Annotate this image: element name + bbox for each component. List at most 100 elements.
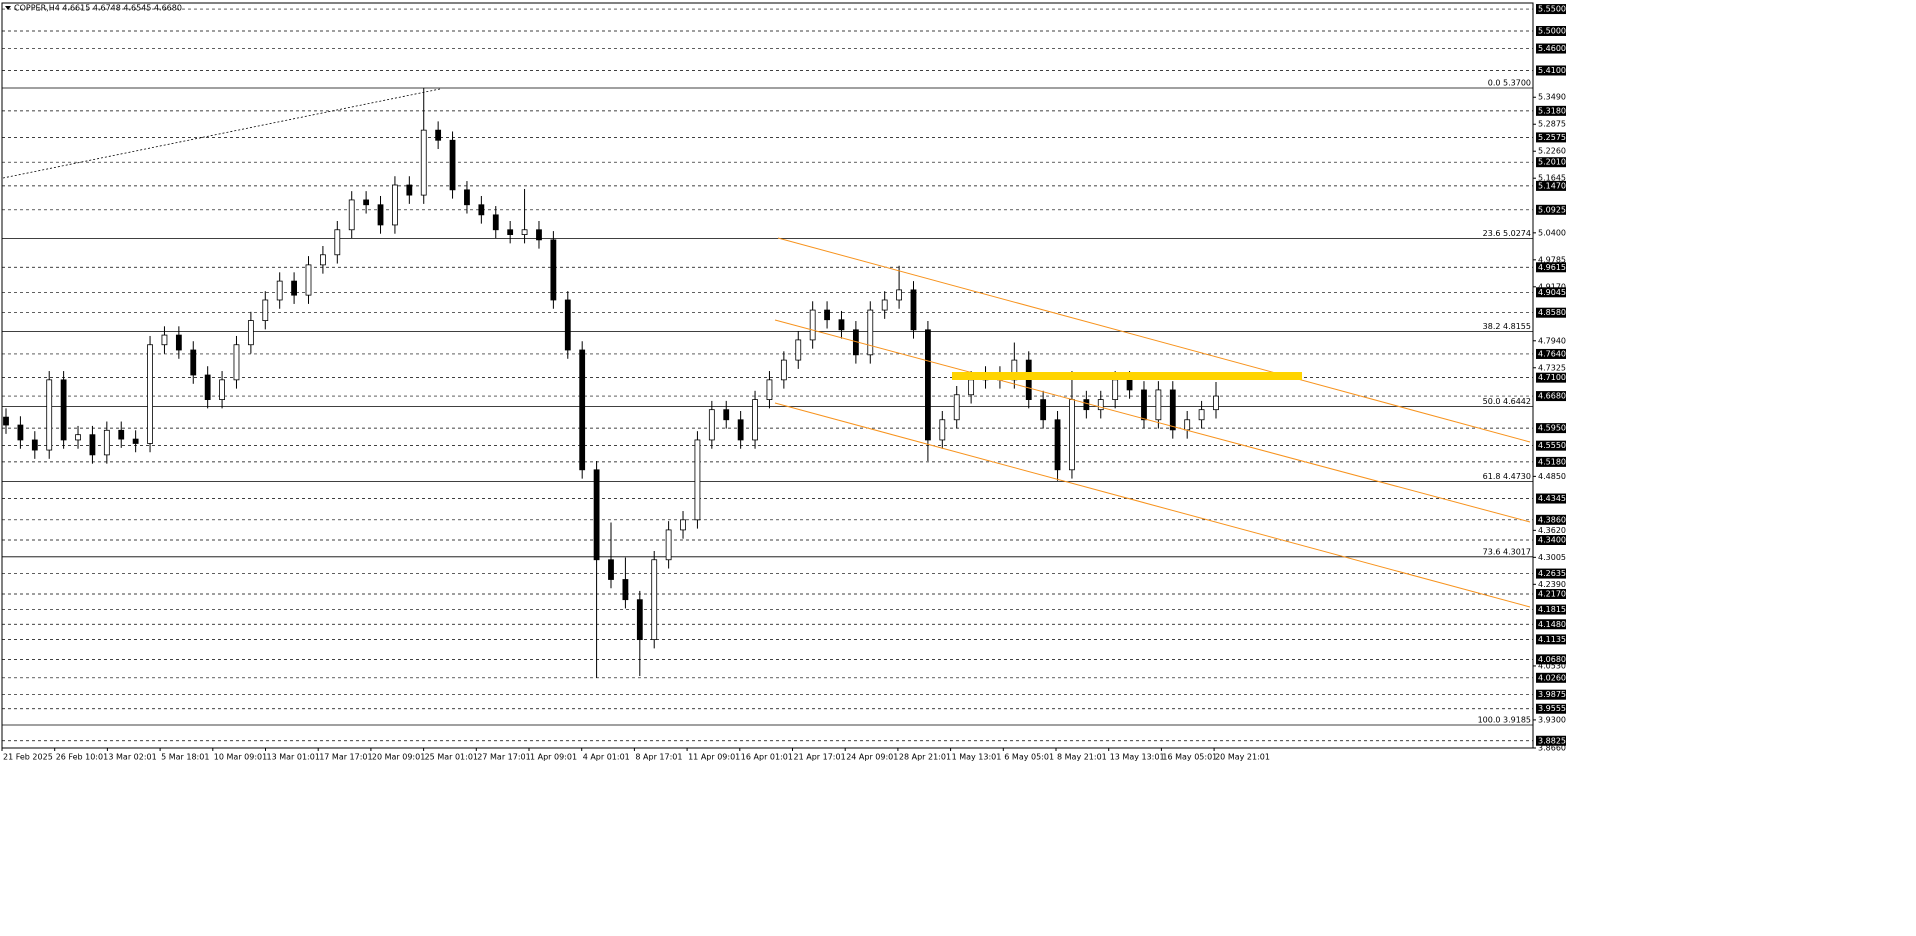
candle-body — [1097, 399, 1104, 411]
candle-body — [939, 419, 946, 441]
level-label-box — [1536, 262, 1566, 273]
candle-body — [1069, 399, 1075, 471]
candle-body — [219, 379, 225, 400]
candle-body — [1083, 399, 1090, 411]
y-tick-label: 5.2260 — [1538, 147, 1566, 156]
y-tick-label: 4.2390 — [1538, 580, 1566, 589]
fib-label: 73.6 4.3017 — [1483, 547, 1531, 556]
candle-body — [723, 409, 730, 421]
level-label-box — [1536, 287, 1566, 298]
level-label-box — [1536, 456, 1566, 467]
level-label: 4.1135 — [1538, 635, 1566, 644]
x-tick-label: 13 May 13:01 — [1110, 753, 1165, 762]
candle-body — [233, 344, 240, 381]
candle-body — [420, 129, 427, 196]
level-label: 4.4345 — [1538, 494, 1566, 503]
x-tick-label: 3 Mar 02:01 — [108, 753, 156, 762]
candle-body — [579, 349, 586, 471]
plot-frame — [1, 2, 1534, 749]
x-tick-label: 21 Apr 17:01 — [794, 753, 846, 762]
x-tick-label: 1 Apr 09:01 — [530, 753, 577, 762]
candle-body — [1155, 389, 1162, 421]
x-tick-label: 28 Apr 21:01 — [899, 753, 951, 762]
y-tick-label: 5.2875 — [1538, 120, 1566, 129]
candle-body — [680, 519, 686, 531]
candle-body — [334, 229, 341, 256]
candle-body — [377, 204, 384, 226]
candle-body — [795, 339, 802, 361]
level-label-box — [1536, 735, 1566, 746]
x-tick-label: 11 Apr 09:01 — [688, 753, 740, 762]
x-tick-label: 20 Mar 09:01 — [372, 753, 425, 762]
level-label-box — [1536, 372, 1566, 383]
x-tick-label: 16 May 05:01 — [1162, 753, 1217, 762]
x-tick-label: 8 Apr 17:01 — [635, 753, 682, 762]
y-tick-label: 5.1645 — [1538, 174, 1566, 183]
candle-body — [737, 419, 744, 441]
candle-body — [564, 299, 571, 351]
candle-body — [507, 229, 514, 235]
level-label-box — [1536, 348, 1566, 359]
resistance-zone — [952, 372, 1302, 380]
level-label: 4.6680 — [1538, 392, 1566, 401]
candle-body — [60, 379, 67, 441]
candle-body — [204, 374, 211, 400]
level-label: 4.5180 — [1538, 457, 1566, 466]
candle-body — [550, 239, 557, 301]
level-label: 5.0925 — [1538, 205, 1566, 214]
candle-body — [3, 416, 9, 426]
candle-body — [435, 129, 442, 141]
level-label: 4.0680 — [1538, 655, 1566, 664]
candle-body — [161, 334, 168, 346]
level-label: 5.2010 — [1538, 158, 1566, 167]
candle-body — [406, 184, 413, 196]
candle-body — [1198, 409, 1205, 421]
level-label: 5.2575 — [1538, 133, 1566, 142]
level-label: 4.1480 — [1538, 620, 1566, 629]
candle-body — [1112, 379, 1119, 400]
level-label: 4.9045 — [1538, 288, 1566, 297]
level-label-box — [1536, 157, 1566, 168]
candle-body — [262, 299, 269, 322]
level-label: 4.2635 — [1538, 569, 1566, 578]
level-label: 4.0260 — [1538, 673, 1566, 682]
channel-middle — [774, 319, 1531, 523]
candle-body — [867, 309, 874, 356]
candle-body — [593, 469, 600, 561]
menu-arrow — [5, 6, 11, 10]
level-label: 5.5500 — [1538, 5, 1566, 14]
x-tick-label: 13 Mar 01:01 — [267, 753, 320, 762]
level-label: 5.5000 — [1538, 26, 1566, 35]
level-label: 4.3860 — [1538, 515, 1566, 524]
level-label-box — [1536, 672, 1566, 683]
x-tick-label: 17 Mar 17:01 — [319, 753, 372, 762]
fib-label: 38.2 4.8155 — [1483, 322, 1531, 331]
level-label-box — [1536, 132, 1566, 143]
y-tick-label: 5.3490 — [1538, 93, 1566, 102]
fib-label: 50.0 4.6442 — [1483, 397, 1531, 406]
fib-label: 0.0 5.3700 — [1488, 79, 1531, 88]
candle-body — [118, 429, 125, 440]
level-label-box — [1536, 514, 1566, 525]
level-label-box — [1536, 307, 1566, 318]
candle-body — [651, 559, 658, 641]
level-label: 4.5950 — [1538, 424, 1566, 433]
candle-body — [1213, 395, 1219, 411]
level-label: 4.3400 — [1538, 536, 1566, 545]
level-label: 4.9615 — [1538, 263, 1566, 272]
candle-body — [1141, 389, 1147, 421]
candle-body — [968, 379, 975, 396]
candle-body — [320, 254, 326, 266]
level-label: 3.8825 — [1538, 736, 1566, 745]
fib-label: 100.0 3.9185 — [1478, 715, 1531, 724]
level-label: 4.7100 — [1538, 373, 1566, 382]
candle-body — [276, 280, 283, 301]
candle-body — [449, 139, 456, 191]
x-tick-label: 5 Mar 18:01 — [161, 753, 209, 762]
candle-body — [392, 184, 398, 226]
y-tick-label: 4.3620 — [1538, 526, 1566, 535]
x-tick-label: 20 May 21:01 — [1215, 753, 1270, 762]
level-label-box — [1536, 604, 1566, 615]
level-label-box — [1536, 4, 1566, 15]
y-tick-label: 4.7940 — [1538, 336, 1566, 345]
